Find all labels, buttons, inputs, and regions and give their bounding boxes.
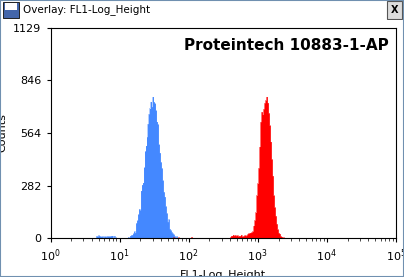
Text: Proteintech 10883-1-AP: Proteintech 10883-1-AP	[184, 38, 389, 53]
Text: Overlay: FL1-Log_Height: Overlay: FL1-Log_Height	[23, 4, 151, 15]
FancyBboxPatch shape	[3, 2, 19, 17]
X-axis label: FL1-Log_Height: FL1-Log_Height	[180, 270, 266, 277]
FancyBboxPatch shape	[5, 3, 17, 10]
Y-axis label: Counts: Counts	[0, 114, 8, 152]
Text: X: X	[391, 5, 398, 15]
FancyBboxPatch shape	[387, 1, 402, 19]
